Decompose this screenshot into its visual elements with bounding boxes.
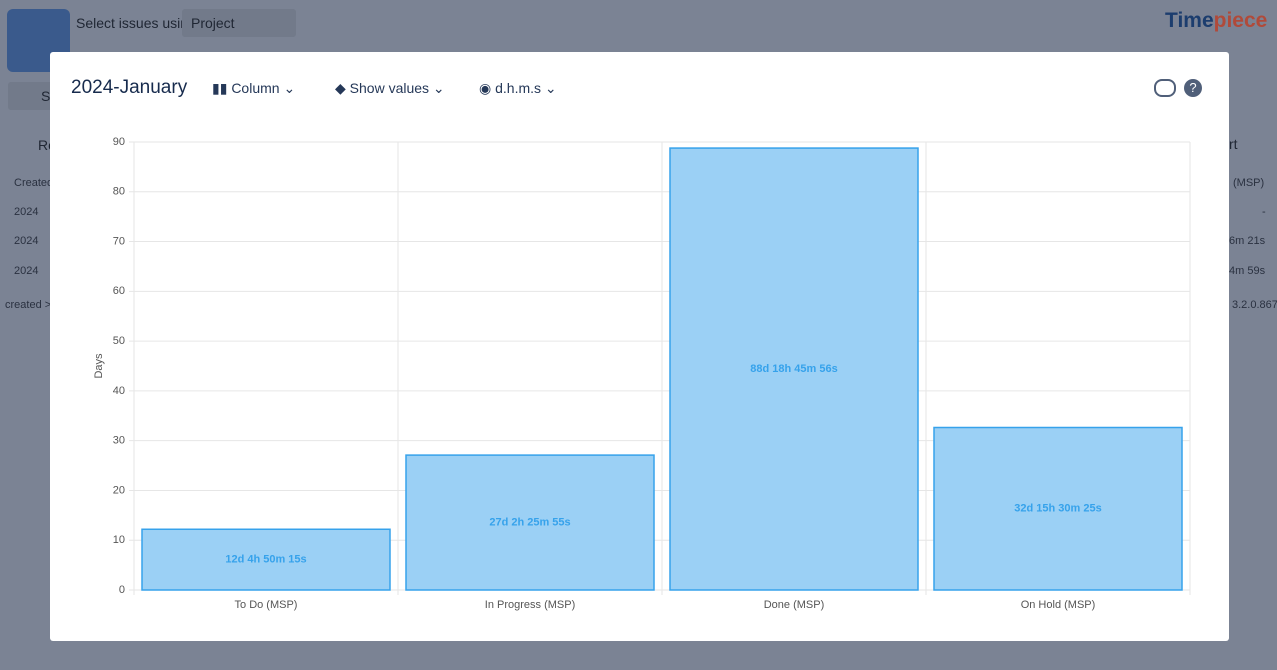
- table-cell: 6m 21s: [1229, 235, 1266, 247]
- value-label: 88d 18h 45m 56s: [750, 363, 837, 375]
- brand-piece: piece: [1213, 9, 1268, 32]
- table-cell: 4m 59s: [1229, 265, 1266, 277]
- value-label: 32d 15h 30m 25s: [1014, 503, 1101, 515]
- chart-modal: 2024-January ▮▮ Column ⌄ ◆ Show values ⌄…: [50, 52, 1229, 641]
- x-tick-label: To Do (MSP): [235, 599, 298, 611]
- download-icon[interactable]: [1154, 79, 1176, 97]
- y-tick-label: 10: [113, 534, 125, 546]
- project-select[interactable]: Project: [182, 9, 296, 37]
- chart-type-button[interactable]: ▮▮ Column ⌄: [212, 80, 296, 96]
- table-header-created: Created: [14, 177, 54, 189]
- y-tick-label: 90: [113, 136, 125, 148]
- format-button[interactable]: ◉ d.h.m.s ⌄: [479, 80, 557, 96]
- x-tick-label: On Hold (MSP): [1021, 599, 1096, 611]
- y-tick-label: 80: [113, 186, 125, 198]
- bar: [933, 426, 1183, 591]
- values-button[interactable]: ◆ Show values ⌄: [335, 80, 445, 96]
- y-tick-label: 0: [119, 584, 125, 596]
- table-cell: -: [1262, 206, 1266, 218]
- selector-label: Select issues using: [76, 15, 196, 31]
- y-tick-label: 70: [113, 235, 125, 247]
- y-tick-label: 30: [113, 435, 125, 447]
- modal-title: 2024-January: [71, 77, 188, 98]
- y-tick-label: 20: [113, 484, 125, 496]
- help-icon[interactable]: ?: [1184, 79, 1202, 97]
- table-cell: 2024: [14, 265, 39, 277]
- bar: [669, 147, 919, 591]
- table-cell: 2024: [14, 206, 39, 218]
- y-axis-label: Days: [93, 353, 105, 379]
- sort-text[interactable]: rt: [1229, 136, 1238, 152]
- y-tick-label: 40: [113, 385, 125, 397]
- version: 3.2.0.867: [1232, 299, 1277, 311]
- x-tick-label: In Progress (MSP): [485, 599, 575, 611]
- table-header-msp: (MSP): [1233, 177, 1265, 189]
- bar: [141, 528, 391, 591]
- project-select-value: Project: [191, 15, 235, 31]
- x-tick-label: Done (MSP): [764, 599, 825, 611]
- chart-type: Column: [231, 80, 280, 96]
- chart: Days 0 10 20 30 40 50 60 70 80 90 To Do (MSP) 12d 4…: [93, 136, 1191, 611]
- table-cell: 2024: [14, 235, 39, 247]
- bar: [405, 454, 655, 591]
- footer-left: created >: [5, 299, 52, 311]
- brand-time: Time: [1165, 9, 1214, 32]
- value-label: 27d 2h 25m 55s: [489, 516, 570, 528]
- format: d.h.m.s: [495, 80, 542, 96]
- values-toggle: Show values: [349, 80, 430, 96]
- y-tick-label: 60: [113, 285, 125, 297]
- value-label: 12d 4h 50m 15s: [225, 554, 306, 566]
- brand: Timepiece: [1165, 9, 1267, 33]
- y-tick-label: 50: [113, 335, 125, 347]
